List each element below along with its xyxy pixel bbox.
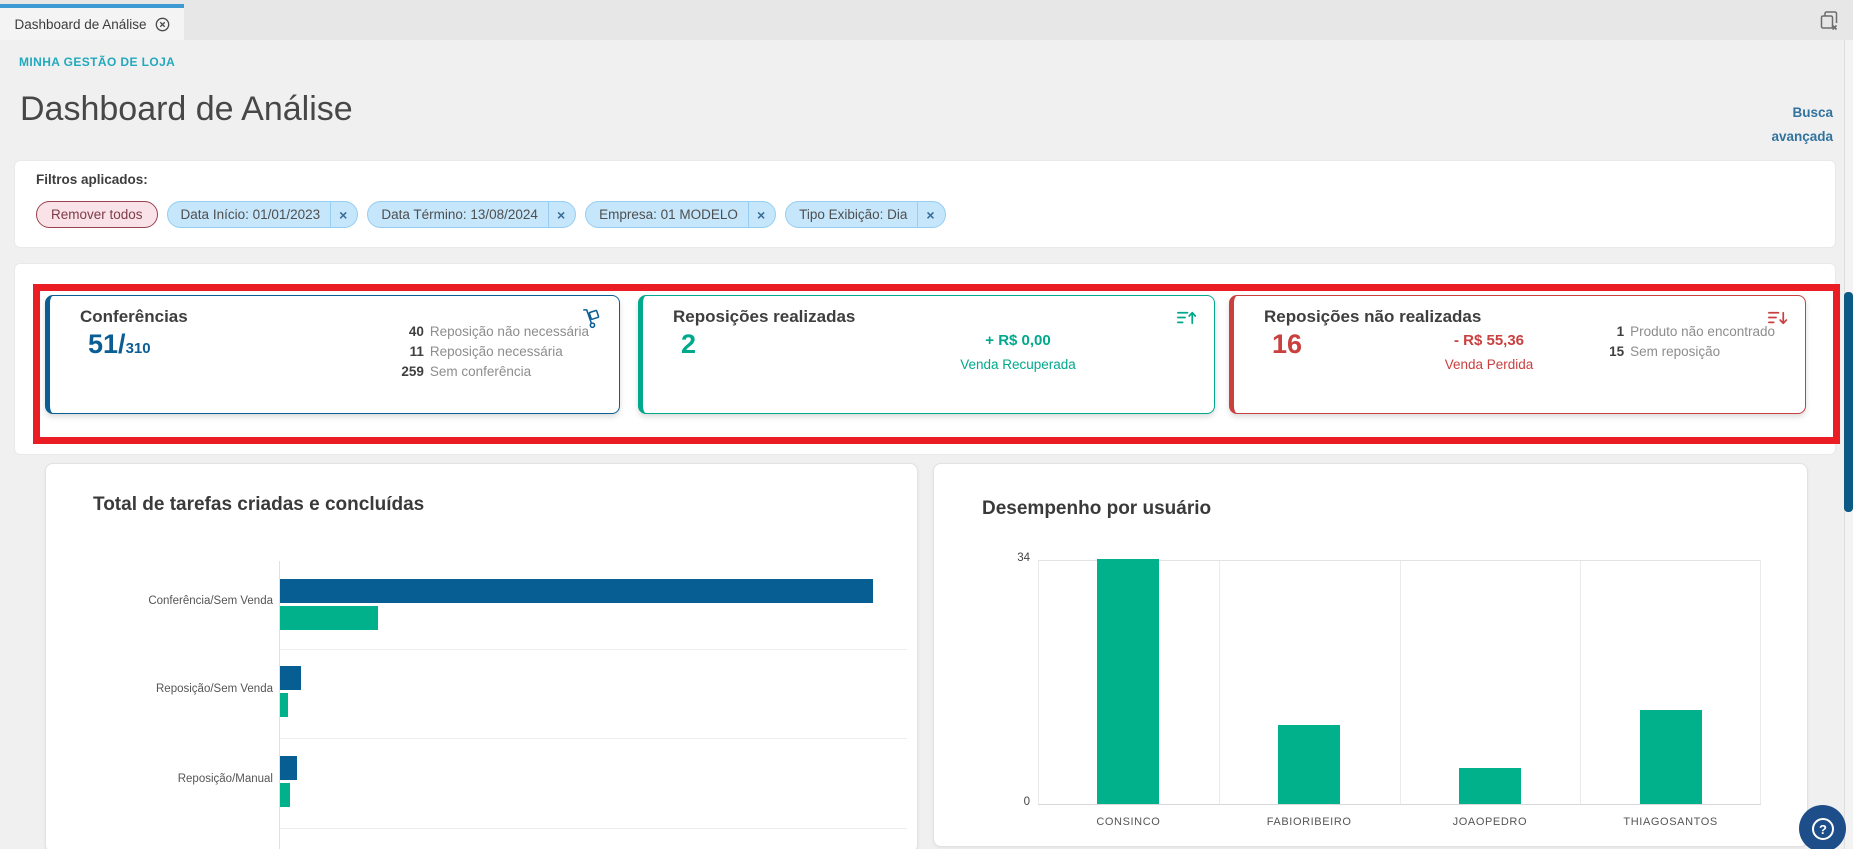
chip-divider bbox=[547, 202, 549, 227]
filter-chip-label: Data Término: 13/08/2024 bbox=[381, 207, 538, 222]
conferencias-card[interactable]: Conferências 51/310 40 Reposição não nece… bbox=[45, 295, 620, 414]
tab-dashboard-analise[interactable]: Dashboard de Análise bbox=[0, 4, 184, 40]
gridline bbox=[1218, 561, 1220, 804]
bar-created-2 bbox=[280, 756, 298, 780]
applied-filters-panel: Filtros aplicados: Remover todos Data In… bbox=[14, 160, 1836, 248]
amount-lost: - R$ 55,36 bbox=[1453, 332, 1525, 349]
list-arrow-down-icon bbox=[1766, 307, 1789, 335]
stat-label: Sem reposição bbox=[1630, 344, 1721, 359]
filter-chip-label: Data Início: 01/01/2023 bbox=[180, 207, 321, 222]
amount-lost-label: Venda Perdida bbox=[1444, 357, 1534, 372]
stat-value: 259 bbox=[401, 364, 424, 379]
category-label: Reposição/Sem Venda bbox=[156, 683, 273, 695]
user-label: FABIORIBEIRO bbox=[1266, 816, 1352, 828]
stat-label: Sem conferência bbox=[429, 364, 532, 379]
chip-close-button[interactable]: × bbox=[556, 206, 566, 223]
filter-chips-row: Remover todos Data Início: 01/01/2023 × Da… bbox=[36, 201, 946, 228]
stat-value: 15 bbox=[1609, 344, 1625, 359]
chip-divider bbox=[747, 202, 749, 227]
bar-completed-0 bbox=[280, 606, 378, 630]
user-performance-x-labels: CONSINCO FABIORIBEIRO JOAOPEDRO THIAGOSANTO… bbox=[1038, 816, 1761, 834]
tasks-chart-card: Total de tarefas criadas e concluídas Co… bbox=[45, 463, 918, 849]
stat-value: 40 bbox=[408, 324, 424, 339]
chip-close-button[interactable]: × bbox=[339, 206, 348, 223]
list-arrow-up-icon bbox=[1175, 307, 1198, 335]
tasks-chart-plot bbox=[279, 561, 939, 849]
filter-chip-label: Empresa: 01 MODELO bbox=[599, 207, 738, 222]
user-performance-chart-card: Desempenho por usuário 34 0 CONSINCO FABI… bbox=[933, 463, 1808, 847]
user-label: THIAGOSANTOS bbox=[1623, 816, 1718, 828]
conferencias-stats: 40 Reposição não necessária 11 Reposição ne… bbox=[401, 324, 589, 380]
venda-recuperada-block: + R$ 0,00 Venda Recuperada bbox=[928, 332, 1108, 372]
bar-joaopedro bbox=[1458, 767, 1521, 804]
chip-close-button[interactable]: × bbox=[926, 206, 935, 223]
stat-value: 1 bbox=[1616, 324, 1625, 339]
reposicoes-nao-realizadas-card[interactable]: Reposições não realizadas 16 - R$ 55,36 … bbox=[1229, 295, 1806, 414]
reposicoes-nao-realizadas-value: 16 bbox=[1272, 329, 1303, 359]
venda-perdida-block: - R$ 55,36 Venda Perdida bbox=[1409, 332, 1569, 372]
bar-fabioribeiro bbox=[1278, 724, 1341, 804]
row-separator bbox=[280, 649, 907, 650]
svg-text:?: ? bbox=[1819, 822, 1827, 837]
chip-divider bbox=[917, 202, 919, 227]
stat-label: Reposição não necessária bbox=[429, 324, 589, 339]
tab-label: Dashboard de Análise bbox=[14, 16, 147, 32]
gridline bbox=[1760, 561, 1761, 804]
nao-realizadas-stats: 1 Produto não encontrado 15 Sem reposição bbox=[1609, 324, 1775, 360]
chip-close-button[interactable]: × bbox=[756, 206, 766, 223]
category-label: Conferência/Sem Venda bbox=[148, 595, 273, 607]
user-label: CONSINCO bbox=[1096, 816, 1161, 828]
help-icon: ? bbox=[1811, 817, 1834, 840]
gridline bbox=[1580, 561, 1582, 804]
vertical-scrollbar-thumb[interactable] bbox=[1844, 292, 1853, 512]
stat-value: 11 bbox=[409, 344, 424, 359]
breadcrumb[interactable]: MINHA GESTÃO DE LOJA bbox=[19, 55, 176, 69]
close-all-tabs-icon[interactable] bbox=[1817, 9, 1841, 33]
bar-created-0 bbox=[280, 579, 873, 603]
chip-divider bbox=[330, 202, 332, 227]
vertical-scrollbar-track bbox=[1844, 40, 1853, 849]
remove-all-filters-button[interactable]: Remover todos bbox=[36, 201, 158, 228]
row-separator bbox=[280, 738, 907, 739]
user-label: JOAOPEDRO bbox=[1452, 816, 1528, 828]
user-performance-title: Desempenho por usuário bbox=[982, 498, 1212, 519]
tasks-chart-title: Total de tarefas criadas e concluídas bbox=[93, 494, 425, 515]
reposicoes-realizadas-value: 2 bbox=[681, 329, 697, 359]
reposicoes-realizadas-card[interactable]: Reposições realizadas 2 + R$ 0,00 Venda … bbox=[638, 295, 1215, 414]
filter-chip[interactable]: Data Início: 01/01/2023 × bbox=[166, 201, 359, 228]
bar-consinco bbox=[1097, 559, 1160, 804]
stat-label: Produto não encontrado bbox=[1630, 324, 1775, 339]
y-axis-max-label: 34 bbox=[1017, 552, 1030, 564]
bar-completed-1 bbox=[280, 693, 288, 717]
filters-label: Filtros aplicados: bbox=[36, 172, 148, 187]
category-label: Reposição/Manual bbox=[177, 773, 273, 785]
bar-thiagosantos bbox=[1639, 710, 1702, 804]
stat-label: Reposição necessária bbox=[429, 344, 563, 359]
amount-recovered-label: Venda Recuperada bbox=[960, 357, 1076, 372]
card-title: Conferências bbox=[80, 307, 188, 326]
bar-created-1 bbox=[280, 666, 302, 690]
filter-chip[interactable]: Data Término: 13/08/2024 × bbox=[367, 201, 577, 228]
filter-chip-label: Tipo Exibição: Dia bbox=[799, 207, 908, 222]
row-separator bbox=[280, 828, 907, 829]
gridline bbox=[1399, 561, 1401, 804]
filter-chip[interactable]: Tipo Exibição: Dia × bbox=[785, 201, 946, 228]
conferencias-value: 51/310 bbox=[88, 329, 151, 359]
user-performance-plot bbox=[1038, 559, 1761, 805]
card-title: Reposições realizadas bbox=[673, 307, 856, 326]
gridline bbox=[1038, 561, 1039, 804]
y-axis-min-label: 0 bbox=[1023, 796, 1030, 808]
filter-chip[interactable]: Empresa: 01 MODELO × bbox=[585, 201, 777, 228]
page-title: Dashboard de Análise bbox=[20, 90, 353, 128]
advanced-search-link[interactable]: Busca avançada bbox=[1771, 105, 1833, 144]
tasks-chart-category-labels: Conferência/Sem Venda Reposição/Sem Venda… bbox=[46, 561, 273, 849]
help-button[interactable]: ? bbox=[1799, 805, 1846, 849]
bar-completed-2 bbox=[280, 783, 290, 807]
amount-recovered: + R$ 0,00 bbox=[985, 332, 1051, 349]
hand-truck-icon bbox=[580, 307, 603, 335]
tab-bar: Dashboard de Análise bbox=[0, 0, 1853, 40]
tab-close-icon[interactable] bbox=[155, 17, 170, 32]
card-title: Reposições não realizadas bbox=[1264, 307, 1482, 326]
